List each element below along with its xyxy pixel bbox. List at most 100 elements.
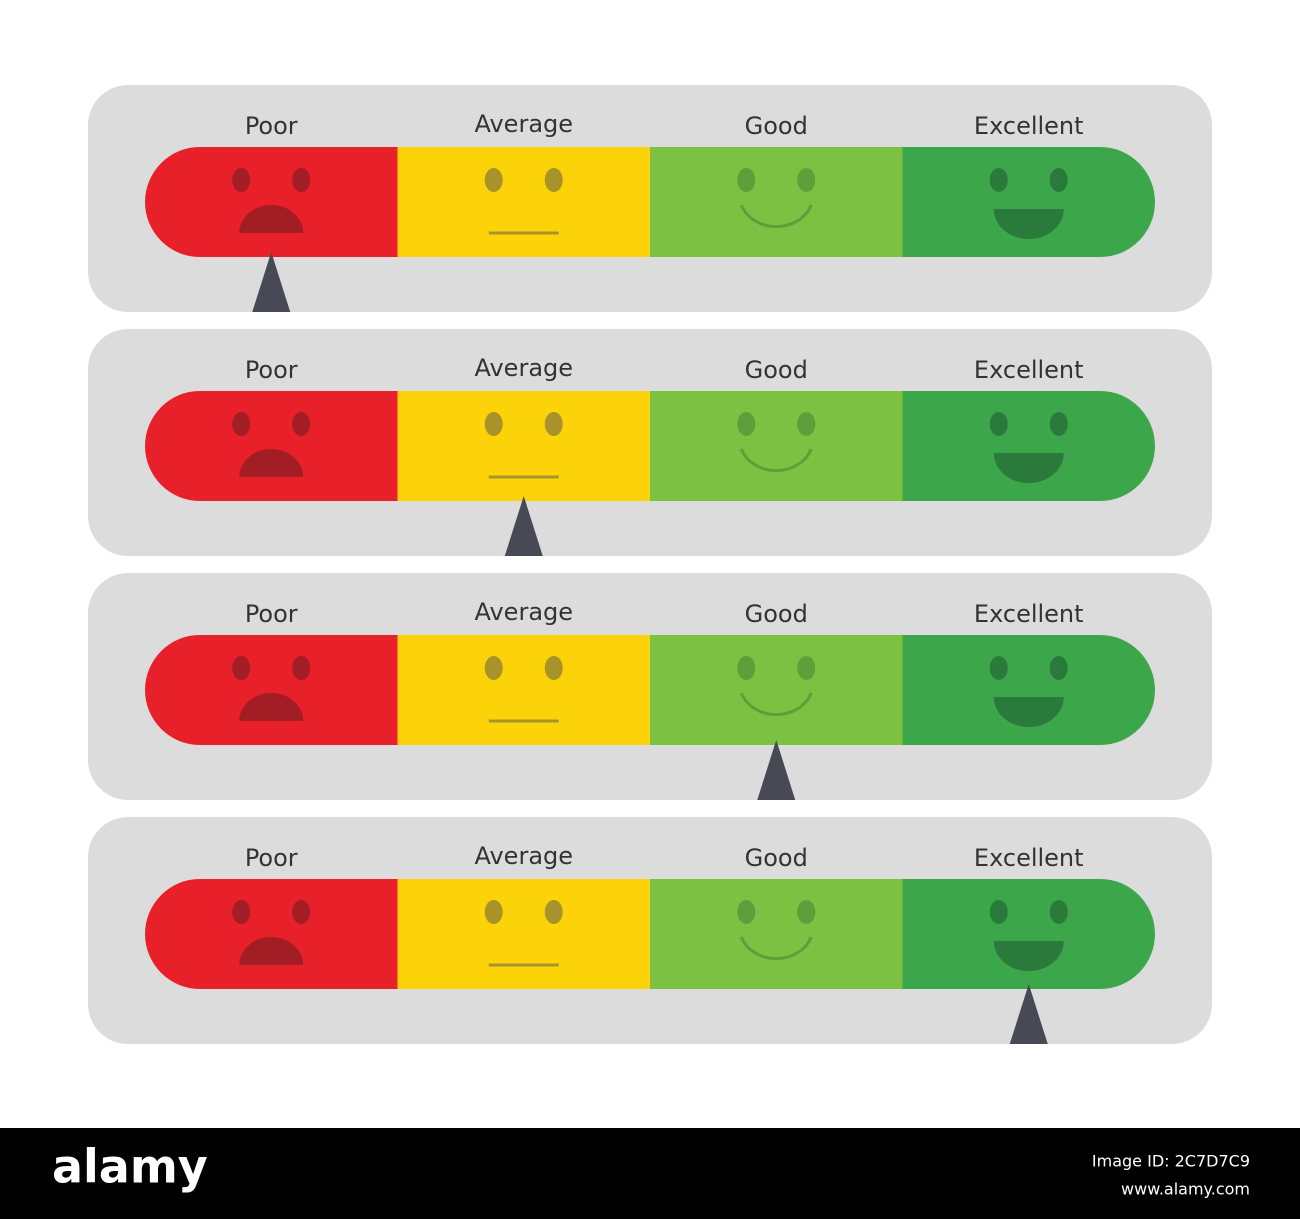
face-mouth [239,937,304,965]
face-eye [989,656,1008,680]
rating-bar [145,147,1155,257]
face-icon [232,168,311,233]
rating-label: Poor [245,356,298,384]
footer-image-id: Image ID: 2C7D7C9 [1092,1152,1250,1171]
footer-bar [0,1128,1300,1219]
rating-segment [650,879,903,989]
rating-panel: Poor Average Good Excellent [88,85,1212,312]
face-icon [989,900,1068,972]
rating-segment [902,391,1155,501]
face-icon [232,412,311,477]
rating-segment [650,391,903,501]
face-eye [292,900,311,924]
face-icon [484,168,563,235]
face-eye [989,412,1008,436]
face-eye [544,168,563,192]
face-eye [544,412,563,436]
rating-label: Average [474,842,573,870]
rating-pointer [504,496,543,556]
rating-segment [902,147,1155,257]
rating-label: Excellent [974,112,1084,140]
face-mouth [239,693,304,721]
rating-label: Good [745,356,808,384]
footer-brand: alamy [52,1140,208,1194]
rating-segment [397,147,651,257]
rating-label: Poor [245,844,298,872]
face-icon [737,412,816,473]
face-eye [737,900,756,924]
rating-segment [145,391,398,501]
rating-label: Excellent [974,844,1084,872]
face-eye [1049,900,1068,924]
face-eye [232,168,251,192]
face-icon [737,656,816,717]
face-eye [797,900,816,924]
face-eye [232,900,251,924]
rating-segment [902,635,1155,745]
face-eye [484,412,503,436]
rating-label: Good [745,112,808,140]
rating-segment [145,635,398,745]
face-icon [989,656,1068,728]
face-eye [544,900,563,924]
face-eye [1049,168,1068,192]
face-eye [989,900,1008,924]
face-eye [737,656,756,680]
rating-segment [397,635,651,745]
rating-pointer [252,252,291,312]
face-mouth [739,204,813,229]
rating-panel: Poor Average Good Excellent [88,817,1212,1044]
rating-segment [650,147,903,257]
rating-label: Good [745,600,808,628]
rating-label: Average [474,110,573,138]
face-mouth [993,209,1064,240]
rating-label: Poor [245,112,298,140]
rating-segment [397,391,651,501]
face-mouth [739,936,813,961]
rating-bar [145,391,1155,501]
face-icon [232,900,311,965]
rating-segment [397,879,651,989]
rating-bar [145,635,1155,745]
face-eye [737,168,756,192]
face-icon [232,656,311,721]
face-eye [484,168,503,192]
face-eye [484,900,503,924]
face-icon [484,412,563,479]
rating-label: Good [745,844,808,872]
face-mouth [993,453,1064,483]
rating-segment [145,879,398,989]
face-eye [797,412,816,436]
rating-pointer [1009,984,1048,1044]
face-eye [797,656,816,680]
face-icon [484,900,563,967]
rating-panel: Poor Average Good Excellent [88,573,1212,800]
face-eye [232,656,251,680]
face-eye [292,656,311,680]
face-eye [1049,412,1068,436]
rating-label: Average [474,598,573,626]
rating-label: Excellent [974,356,1084,384]
face-icon [989,412,1068,483]
face-mouth [739,692,813,717]
face-mouth [239,449,304,477]
rating-segment [902,879,1155,989]
rating-segment [145,147,398,257]
rating-bar [145,879,1155,989]
face-icon [989,168,1068,240]
rating-label: Excellent [974,600,1084,628]
face-eye [1049,656,1068,680]
rating-segment [650,635,903,745]
face-eye [797,168,816,192]
face-mouth [239,205,304,233]
footer-url: www.alamy.com [1121,1180,1250,1199]
face-eye [544,656,563,680]
face-mouth [993,697,1064,728]
face-icon [737,168,816,229]
face-icon [484,656,563,723]
face-eye [292,168,311,192]
rating-pointer [757,740,796,800]
face-eye [989,168,1008,192]
rating-panel: Poor Average Good Excellent [88,329,1212,556]
